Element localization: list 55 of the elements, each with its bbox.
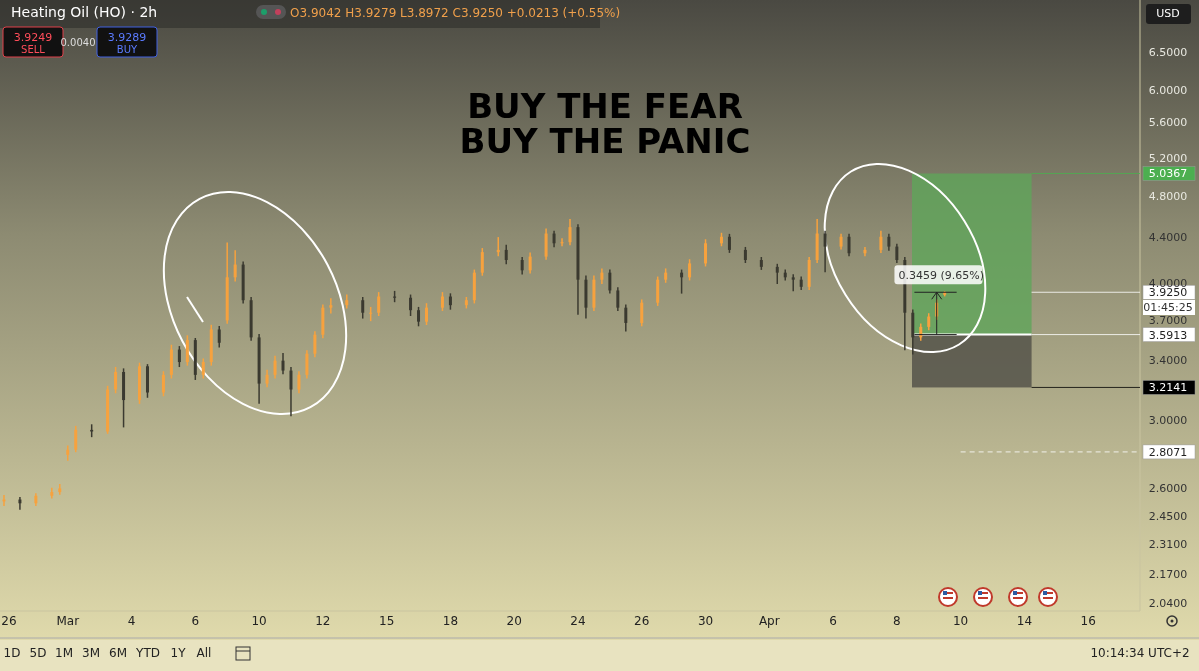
text: 10:14:34 UTC+2 xyxy=(1090,646,1190,660)
ref-line-label: 3.5913 xyxy=(1148,328,1188,342)
y-tick-label: 2.1700 xyxy=(1148,568,1188,582)
y-tick-label: 2.3100 xyxy=(1148,538,1188,552)
y-tick-label: 3.7000 xyxy=(1148,313,1188,327)
annotation: O3.9042 H3.9279 L3.8972 C3.9250 +0.0213 (+0.55%) xyxy=(290,6,621,20)
text: 6M xyxy=(109,646,127,660)
text: 3M xyxy=(82,646,100,660)
y-tick-label: 5.6000 xyxy=(1148,116,1188,130)
x-tick-label: 30 xyxy=(697,614,714,628)
y-tick-label: 4.4000 xyxy=(1148,231,1188,245)
annotation: 3.9289 xyxy=(107,31,147,44)
x-tick-label: Mar xyxy=(56,614,80,628)
text: USD xyxy=(1156,7,1180,20)
x-tick-label: 24 xyxy=(570,614,586,628)
text: YTD xyxy=(135,646,160,660)
text: 1D xyxy=(3,646,21,660)
text: All xyxy=(196,646,212,660)
x-tick-label: 4 xyxy=(127,614,136,628)
x-tick-label: 6 xyxy=(829,614,837,628)
ref-line-label: 5.0367 xyxy=(1148,167,1188,181)
x-tick-label: 12 xyxy=(315,614,331,628)
annotation: 3.9249 xyxy=(13,31,53,44)
y-tick-label: 3.4000 xyxy=(1148,354,1188,368)
ref-line-label: 2.8071 xyxy=(1148,445,1188,459)
x-tick-label: 16 xyxy=(1080,614,1096,628)
y-tick-label: 6.5000 xyxy=(1148,45,1188,59)
x-tick-label: 6 xyxy=(191,614,200,628)
x-tick-label: 26 xyxy=(1,614,17,628)
x-tick-label: 26 xyxy=(634,614,650,628)
y-tick-label: 2.4500 xyxy=(1148,510,1188,524)
x-tick-label: 8 xyxy=(893,614,901,628)
x-tick-label: 14 xyxy=(1016,614,1033,628)
annotation: 0.3459 (9.65%) xyxy=(898,269,984,283)
annotation: 0.0040 xyxy=(60,37,96,48)
x-tick-label: 20 xyxy=(506,614,522,628)
y-tick-label: 2.6000 xyxy=(1148,481,1188,495)
y-tick-label: 4.8000 xyxy=(1148,189,1188,203)
annotation: BUY xyxy=(116,44,139,55)
text: 1Y xyxy=(170,646,187,660)
y-tick-label: 5.2000 xyxy=(1148,151,1188,165)
y-tick-label: 2.0400 xyxy=(1148,597,1188,611)
x-tick-label: 10 xyxy=(251,614,267,628)
y-tick-label: 6.0000 xyxy=(1148,83,1188,97)
annotation: SELL xyxy=(21,44,46,55)
ref-line-label: 3.2141 xyxy=(1148,381,1188,395)
text: 1M xyxy=(55,646,73,660)
x-tick-label: 18 xyxy=(442,614,459,628)
y-tick-label: 3.0000 xyxy=(1148,413,1188,427)
chart-title: Heating Oil (HO) · 2h xyxy=(11,4,158,20)
text: 5D xyxy=(29,646,47,660)
x-tick-label: 15 xyxy=(379,614,395,628)
x-tick-label: Apr xyxy=(758,614,780,628)
x-tick-label: 10 xyxy=(952,614,969,628)
ref-line-label: 3.9250 xyxy=(1148,286,1188,300)
